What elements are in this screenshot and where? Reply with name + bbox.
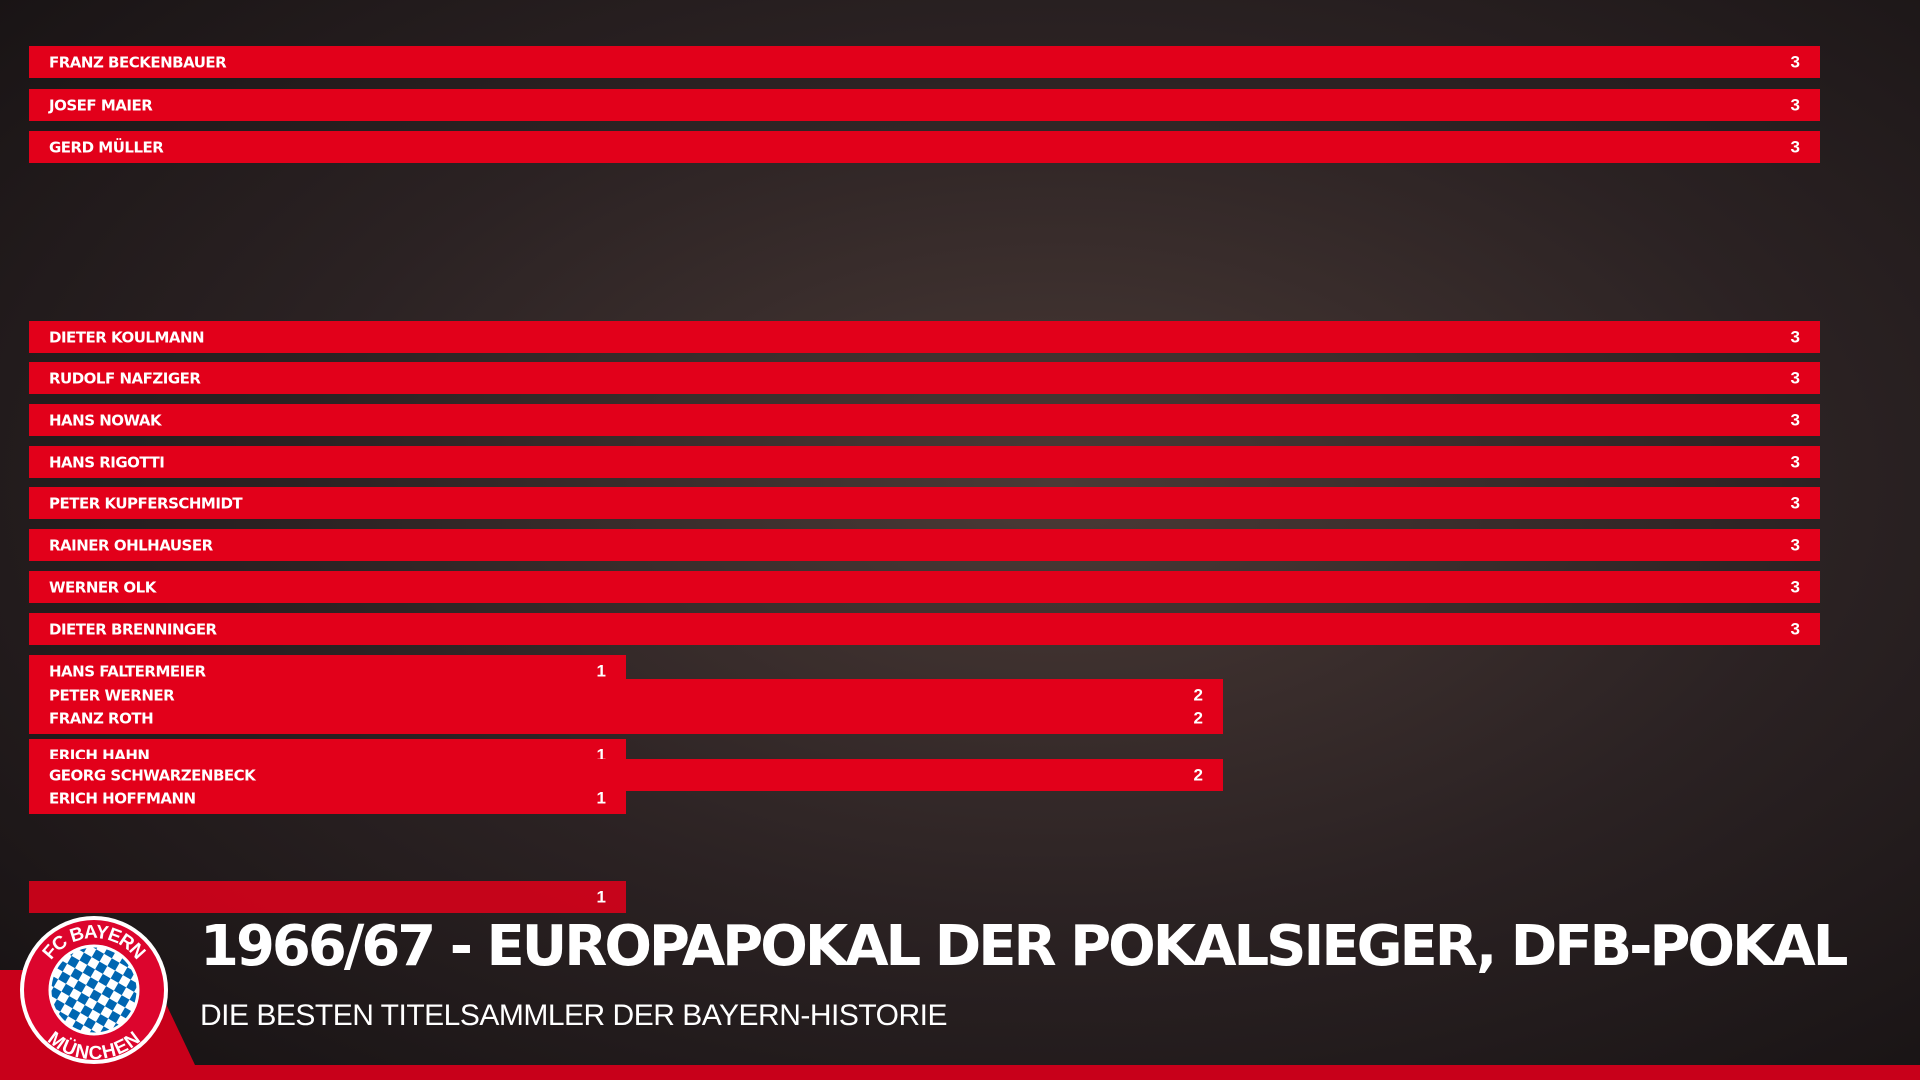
bar xyxy=(29,782,626,814)
bar-label: HANS RIGOTTI xyxy=(49,454,164,472)
value-label: 3 xyxy=(1791,327,1800,346)
value-label: 2 xyxy=(1194,708,1203,727)
bar xyxy=(29,702,1223,734)
value-label: 3 xyxy=(1791,577,1800,596)
bar-label: RUDOLF NAFZIGER xyxy=(49,370,201,388)
bar-label: HANS NOWAK xyxy=(49,412,163,430)
value-label: 3 xyxy=(1791,368,1800,387)
bar-label: DIETER BRENNINGER xyxy=(49,621,218,639)
bar xyxy=(29,881,626,913)
bar xyxy=(29,362,1820,394)
bar xyxy=(29,321,1820,353)
bar xyxy=(29,613,1820,645)
value-label: 3 xyxy=(1791,52,1800,71)
bar-label: JOSEF MAIER xyxy=(48,97,153,115)
bar-label: WERNER OLK xyxy=(49,579,158,597)
value-label: 3 xyxy=(1791,619,1800,638)
bar-label: GERD MÜLLER xyxy=(49,138,164,157)
bar xyxy=(29,131,1820,163)
logo-rauten xyxy=(48,944,140,1036)
bar-label: GEORG SCHWARZENBECK xyxy=(49,767,257,785)
bottom-stripe xyxy=(0,1065,1920,1080)
bar-label: FRANZ ROTH xyxy=(49,710,153,728)
value-label: 1 xyxy=(597,788,606,807)
bar-label: FRANZ BECKENBAUER xyxy=(49,54,227,72)
logo: FC BAYERN MÜNCHEN xyxy=(20,916,168,1064)
bar xyxy=(29,46,1820,78)
bar-label: HANS FALTERMEIER xyxy=(49,663,206,681)
bar-label: PETER WERNER xyxy=(49,687,175,705)
bar xyxy=(29,446,1820,478)
value-label: 1 xyxy=(597,887,606,906)
value-label: 2 xyxy=(1194,685,1203,704)
bar xyxy=(29,89,1820,121)
value-label: 1 xyxy=(597,661,606,680)
bar-label: ERICH HOFFMANN xyxy=(49,790,196,808)
bar xyxy=(29,487,1820,519)
bar xyxy=(29,529,1820,561)
value-label: 3 xyxy=(1791,535,1800,554)
value-label: 1 xyxy=(597,745,606,764)
value-label: 3 xyxy=(1791,493,1800,512)
bar-label: PETER KUPFERSCHMIDT xyxy=(49,495,243,513)
bar-label: DIETER KOULMANN xyxy=(49,329,204,347)
chart-title: 1966/67 - EUROPAPOKAL DER POKALSIEGER, D… xyxy=(200,914,1848,979)
value-label: 3 xyxy=(1791,95,1800,114)
bar-label: RAINER OHLHAUSER xyxy=(49,537,214,555)
value-label: 3 xyxy=(1791,410,1800,429)
bar xyxy=(29,571,1820,603)
value-label: 3 xyxy=(1791,137,1800,156)
value-label: 3 xyxy=(1791,452,1800,471)
chart-subtitle: DIE BESTEN TITELSAMMLER DER BAYERN-HISTO… xyxy=(200,999,947,1032)
bar xyxy=(29,404,1820,436)
value-label: 2 xyxy=(1194,765,1203,784)
